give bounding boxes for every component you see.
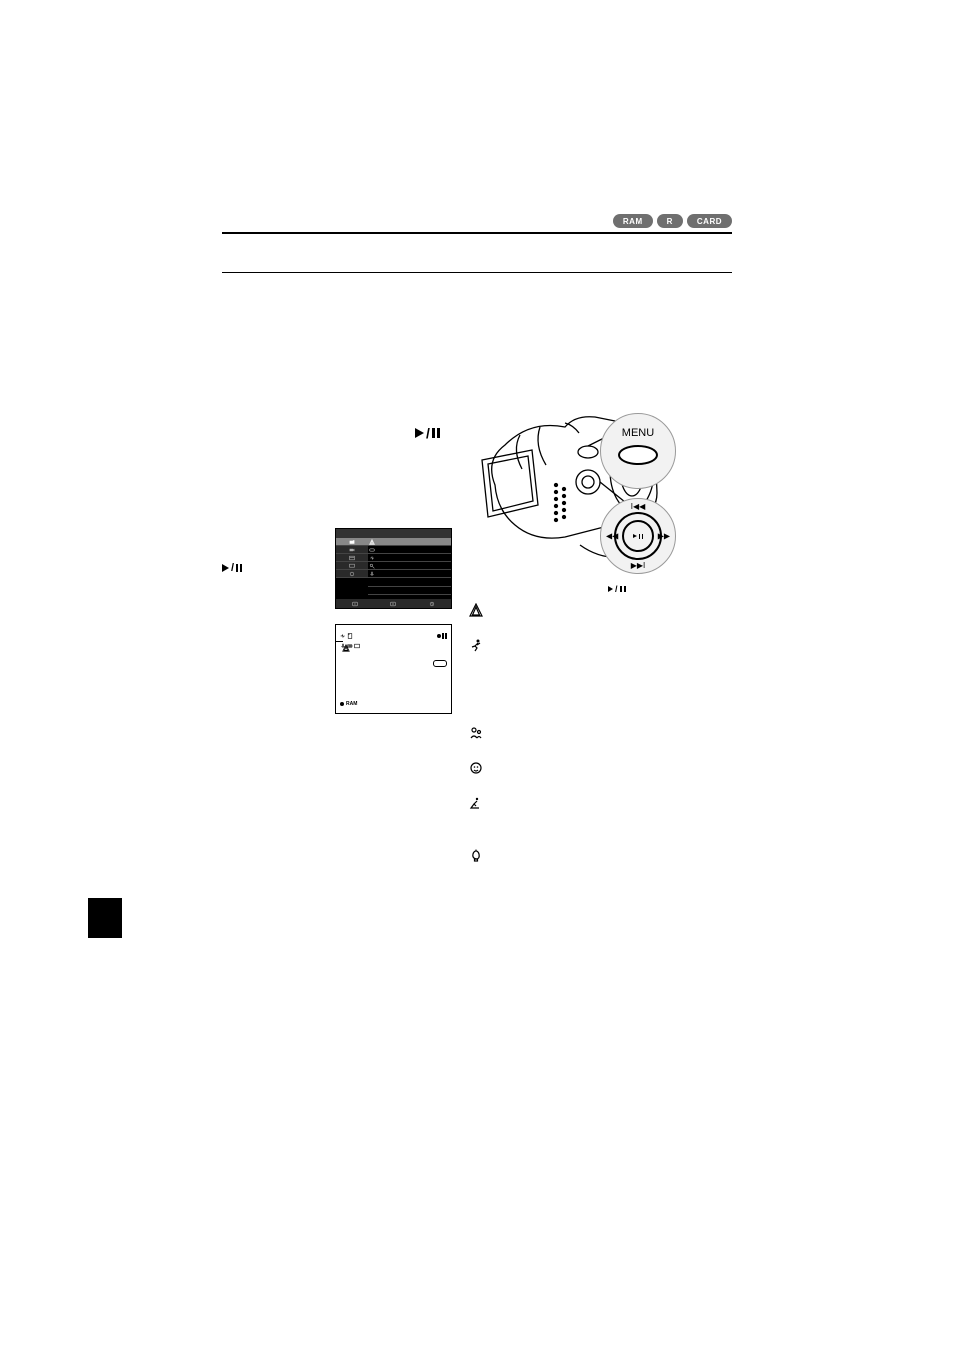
joystick-left-icon: ◀◀: [606, 532, 618, 541]
tilt-press-caption: /: [608, 583, 626, 594]
rec-dot-icon: [340, 702, 344, 706]
surf-snow-icon: [468, 796, 484, 810]
record-pause-screenshot: RAM: [335, 624, 452, 714]
low-light-icon: [468, 849, 484, 863]
page-number-tab: [88, 898, 122, 938]
menu-button-label: MENU: [600, 427, 676, 439]
play-pause-icon: /: [222, 563, 242, 574]
portrait-icon: [468, 726, 484, 740]
play-pause-icon: [633, 534, 643, 539]
joystick-right-icon: ▶▶: [658, 532, 670, 541]
selected-mode-icon: [342, 639, 350, 647]
step-play-pause: /: [222, 557, 242, 575]
menu-button-icon: [618, 445, 658, 465]
wb-indicator-icon: [433, 660, 447, 667]
pause-bars-icon: [442, 633, 447, 639]
camera-illustration: [460, 390, 720, 610]
joystick-down-icon: ▶▶I: [631, 561, 646, 570]
divider-thin: [222, 272, 732, 273]
page-root: RAM R CARD: [0, 0, 954, 1351]
mode-portrait: [468, 726, 484, 740]
divider-thick: [222, 232, 732, 234]
media-badges: RAM R CARD: [613, 214, 732, 228]
menu-item-blank: [368, 578, 451, 586]
selected-mode-leader: [335, 641, 336, 665]
media-ram-label: RAM: [346, 701, 357, 707]
joystick-up-icon: I◀◀: [631, 502, 646, 511]
menu-bottom-bar: [336, 599, 451, 608]
menu-item-ois: [368, 554, 451, 562]
spotlight-icon: [468, 761, 484, 775]
badge-ram: RAM: [613, 214, 653, 228]
play-icon: [352, 601, 358, 607]
return-icon: [429, 601, 435, 607]
menu-item-wb: [368, 546, 451, 554]
stop-icon: [390, 601, 396, 607]
menu-button-callout: MENU: [600, 413, 676, 489]
menu-item-zoom: [368, 562, 451, 570]
quality-icon: [354, 643, 360, 649]
rec-dot-icon: [437, 634, 441, 638]
sports-icon: [468, 638, 484, 652]
mode-sports: [468, 638, 484, 652]
mode-surf-snow: [468, 796, 484, 810]
menu-item-program: [368, 538, 451, 546]
mode-spotlight: [468, 761, 484, 775]
joystick-callout: I◀◀ ▶▶I ◀◀ ▶▶: [600, 498, 676, 574]
media-indicator: RAM: [340, 701, 357, 707]
menu-tab-lcd-icon: [336, 562, 368, 570]
menu-item-mic: [368, 570, 451, 578]
menu-tab-setup-icon: [336, 570, 368, 578]
badge-card: CARD: [687, 214, 732, 228]
play-pause-icon: /: [415, 426, 440, 440]
play-pause-callout: /: [415, 423, 440, 441]
auto-icon: [468, 603, 484, 617]
mode-auto: [468, 603, 484, 617]
pause-indicator: [437, 633, 447, 639]
menu-tab-record-icon: [336, 546, 368, 554]
menu-screenshot: [335, 528, 452, 609]
menu-tab-date-icon: [336, 554, 368, 562]
badge-r: R: [657, 214, 683, 228]
mode-low-light: [468, 849, 484, 863]
menu-item-blank2: [368, 587, 451, 595]
play-pause-icon: /: [608, 585, 626, 594]
menu-tab-camera-icon: [336, 538, 368, 546]
